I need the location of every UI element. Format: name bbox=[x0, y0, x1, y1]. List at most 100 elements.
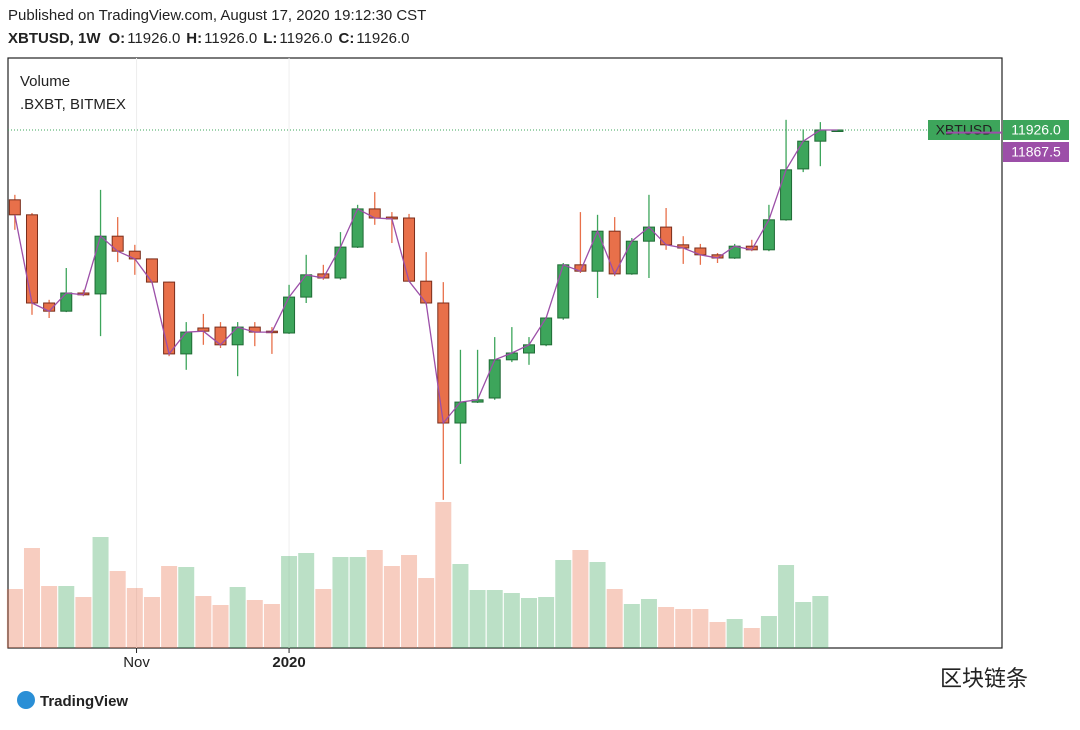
volume-bar bbox=[383, 566, 400, 648]
volume-bar bbox=[178, 567, 195, 648]
volume-bar bbox=[538, 597, 555, 648]
watermark: 区块链条 bbox=[940, 666, 1028, 691]
candle-body bbox=[557, 264, 570, 319]
candle-body bbox=[762, 219, 775, 251]
ohlc-key: C: bbox=[339, 30, 355, 47]
volume-bar bbox=[298, 553, 315, 648]
candle-body bbox=[25, 214, 38, 304]
volume-bar bbox=[692, 609, 709, 648]
ohlc-key: H: bbox=[186, 30, 202, 47]
volume-bar bbox=[349, 557, 366, 648]
volume-bar bbox=[675, 609, 692, 648]
volume-bar bbox=[75, 597, 92, 648]
ohlc-key: O: bbox=[109, 30, 126, 47]
candle-body bbox=[403, 217, 416, 282]
volume-bar bbox=[452, 564, 469, 648]
symbol-label-bg bbox=[928, 120, 1000, 140]
volume-bar bbox=[640, 599, 657, 648]
candle-body bbox=[488, 359, 501, 399]
candle-body bbox=[60, 292, 73, 312]
x-tick-label: Nov bbox=[123, 654, 150, 671]
candle-body bbox=[814, 129, 827, 142]
index-price-label: 11867.5 bbox=[1011, 144, 1061, 160]
volume-bar bbox=[743, 628, 760, 648]
legend-volume: Volume bbox=[20, 73, 70, 90]
candle-body bbox=[625, 240, 638, 275]
ohlc-key: L: bbox=[263, 30, 277, 47]
legend-index: .BXBT, BITMEX bbox=[20, 96, 126, 113]
ohlc-value: 11926.0 bbox=[279, 30, 332, 47]
candle-body bbox=[94, 235, 107, 295]
candle-body bbox=[437, 302, 450, 424]
volume-bar bbox=[109, 571, 126, 648]
x-tick-label: 2020 bbox=[272, 654, 305, 671]
volume-bar bbox=[263, 604, 280, 648]
volume-bar bbox=[195, 596, 212, 648]
volume-bar bbox=[709, 622, 726, 648]
volume-bar bbox=[212, 605, 229, 648]
volume-bar bbox=[760, 616, 777, 648]
candle-body bbox=[111, 235, 124, 252]
plot-frame bbox=[7, 57, 1003, 649]
candle-body bbox=[454, 401, 467, 424]
volume-bar bbox=[520, 598, 537, 648]
volume-bar bbox=[503, 593, 520, 648]
candle-body bbox=[145, 258, 158, 283]
volume-bar bbox=[589, 562, 606, 648]
candle-body bbox=[642, 226, 655, 242]
volume-bar bbox=[435, 502, 452, 648]
candle-body bbox=[728, 245, 741, 259]
volume-bar bbox=[572, 550, 589, 648]
logo-icon bbox=[17, 691, 35, 709]
volume-bar bbox=[469, 590, 486, 648]
ohlc-value: 11926.0 bbox=[356, 30, 409, 47]
volume-bar bbox=[486, 590, 503, 648]
candle-body bbox=[420, 280, 433, 304]
candle-body bbox=[231, 326, 244, 346]
candle-body bbox=[540, 317, 553, 346]
volume-bar bbox=[92, 537, 109, 648]
candle-body bbox=[797, 140, 810, 170]
index-price-bg bbox=[1003, 142, 1069, 162]
candle-body bbox=[591, 230, 604, 272]
candle-body bbox=[334, 246, 347, 279]
symbol-line: XBTUSD, 1W bbox=[8, 30, 101, 47]
ohlc-value: 11926.0 bbox=[204, 30, 257, 47]
candle-body bbox=[163, 281, 176, 355]
volume-bar bbox=[726, 619, 743, 648]
candle-body bbox=[660, 226, 673, 246]
volume-bar bbox=[606, 589, 623, 648]
logo: TradingView bbox=[40, 693, 128, 710]
volume-bar bbox=[58, 586, 75, 648]
volume-bar bbox=[332, 557, 349, 648]
volume-bar bbox=[143, 597, 160, 648]
volume-bar bbox=[126, 588, 143, 648]
volume-bar bbox=[658, 607, 675, 648]
candle-body bbox=[780, 169, 793, 221]
candle-body bbox=[8, 199, 21, 216]
candle-body bbox=[283, 296, 296, 334]
volume-bar bbox=[246, 600, 263, 648]
volume-bar bbox=[229, 587, 246, 648]
volume-bar bbox=[41, 586, 58, 648]
symbol-label: XBTUSD bbox=[936, 122, 993, 138]
candle-body bbox=[351, 208, 364, 248]
last-price-bg bbox=[1003, 120, 1069, 140]
volume-bar bbox=[623, 604, 640, 648]
candle-body bbox=[300, 274, 313, 298]
volume-bar bbox=[315, 589, 332, 648]
volume-bar bbox=[812, 596, 829, 648]
ohlc-value: 11926.0 bbox=[127, 30, 180, 47]
volume-bar bbox=[161, 566, 178, 648]
volume-bar bbox=[281, 556, 298, 648]
volume-bar bbox=[795, 602, 812, 648]
volume-bar bbox=[555, 560, 572, 648]
candle-body bbox=[180, 331, 193, 355]
header: Published on TradingView.com, August 17,… bbox=[8, 7, 426, 24]
index-line bbox=[14, 129, 838, 425]
volume-bar bbox=[23, 548, 40, 648]
last-price-label: 11926.0 bbox=[1011, 122, 1061, 138]
volume-bar bbox=[366, 550, 383, 648]
volume-bar bbox=[778, 565, 795, 648]
